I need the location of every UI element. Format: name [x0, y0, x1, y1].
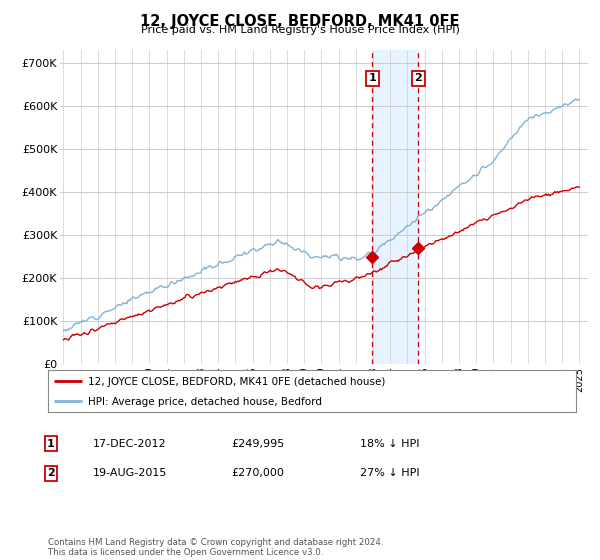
Text: 2: 2 [47, 468, 55, 478]
Bar [373, 50, 418, 364]
Text: £270,000: £270,000 [231, 468, 284, 478]
Text: 17-DEC-2012: 17-DEC-2012 [93, 438, 167, 449]
Text: 27% ↓ HPI: 27% ↓ HPI [360, 468, 419, 478]
Text: 12, JOYCE CLOSE, BEDFORD, MK41 0FE: 12, JOYCE CLOSE, BEDFORD, MK41 0FE [140, 14, 460, 29]
Text: 19-AUG-2015: 19-AUG-2015 [93, 468, 167, 478]
Text: 18% ↓ HPI: 18% ↓ HPI [360, 438, 419, 449]
Text: Price paid vs. HM Land Registry's House Price Index (HPI): Price paid vs. HM Land Registry's House … [140, 25, 460, 35]
Text: 1: 1 [47, 438, 55, 449]
Text: £249,995: £249,995 [231, 438, 284, 449]
Text: 2: 2 [415, 73, 422, 83]
Text: 1: 1 [368, 73, 376, 83]
Text: HPI: Average price, detached house, Bedford: HPI: Average price, detached house, Bedf… [88, 398, 322, 407]
Text: Contains HM Land Registry data © Crown copyright and database right 2024.
This d: Contains HM Land Registry data © Crown c… [48, 538, 383, 557]
Text: 12, JOYCE CLOSE, BEDFORD, MK41 0FE (detached house): 12, JOYCE CLOSE, BEDFORD, MK41 0FE (deta… [88, 377, 385, 387]
